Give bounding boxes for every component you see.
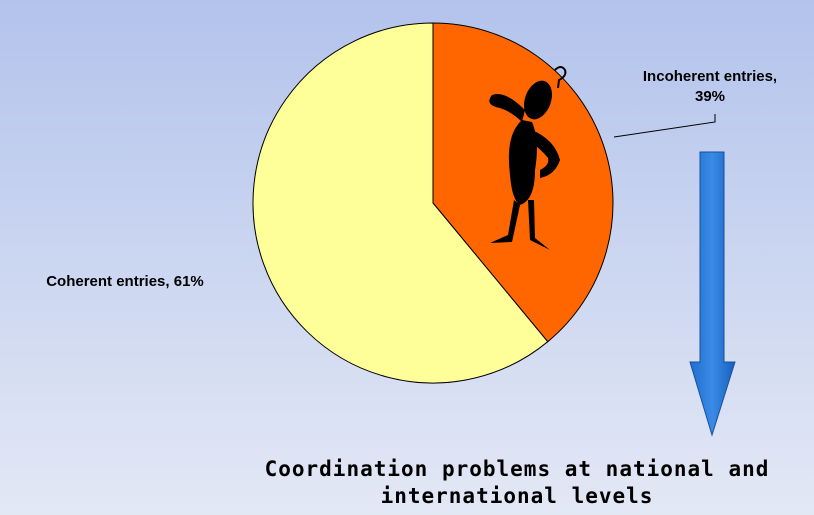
down-arrow [689, 151, 736, 437]
pie [252, 22, 614, 384]
thinking-figure-icon [489, 66, 567, 250]
value-label: 61% [174, 273, 204, 290]
value-label: 39% [695, 88, 725, 105]
pie-slice [252, 22, 549, 384]
annotation: Coordination problems at national and [265, 457, 770, 481]
annotation: international levels [381, 484, 654, 508]
leader-line [613, 114, 716, 138]
slice-label: Coherent entries, [46, 273, 169, 290]
slice-label: Incoherent entries, [643, 68, 777, 85]
slice-label-group: Coherent entries, 61% [46, 273, 204, 290]
